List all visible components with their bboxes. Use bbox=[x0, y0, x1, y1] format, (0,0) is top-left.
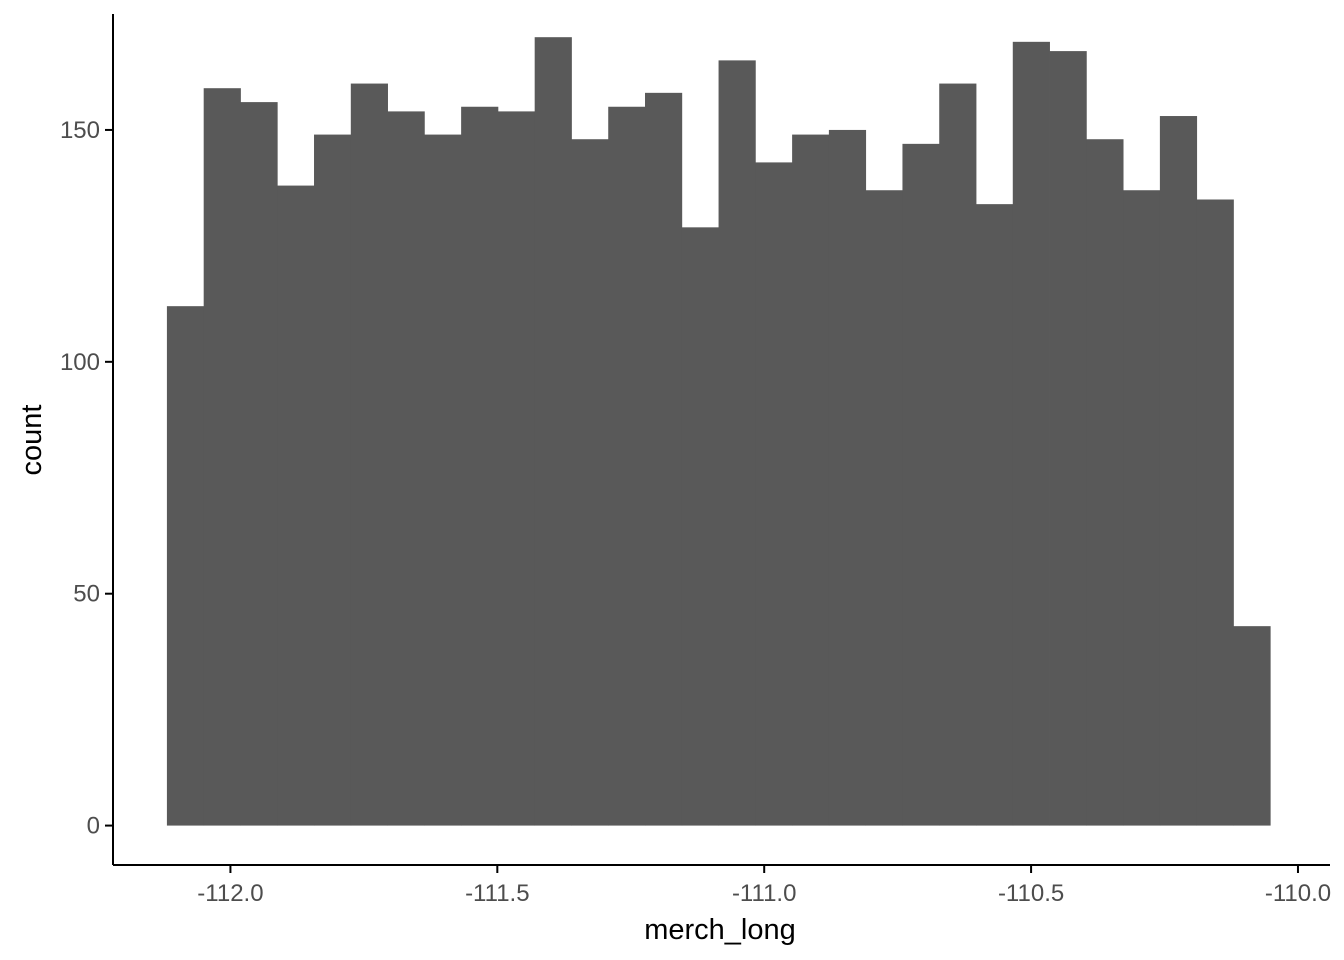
histogram-bar bbox=[571, 139, 609, 826]
histogram-bar bbox=[424, 134, 462, 826]
histogram-bar bbox=[976, 204, 1014, 826]
histogram-bar bbox=[792, 134, 830, 826]
y-tick-label: 50 bbox=[73, 581, 100, 608]
histogram-bars bbox=[166, 37, 1271, 826]
histogram-bar bbox=[350, 83, 388, 826]
histogram-bar bbox=[645, 92, 683, 826]
histogram-bar bbox=[718, 60, 756, 826]
histogram-bar bbox=[203, 88, 241, 826]
histogram-bar bbox=[497, 111, 536, 826]
histogram-bar bbox=[461, 106, 499, 826]
y-tick-label: 0 bbox=[87, 813, 100, 840]
histogram-bar bbox=[865, 190, 903, 826]
histogram-bar bbox=[755, 162, 793, 826]
histogram-bar bbox=[1233, 626, 1271, 826]
x-axis-ticks: -112.0 -111.5 -111.0 -110.5 -110.0 bbox=[197, 865, 1331, 907]
histogram-bar bbox=[314, 134, 352, 826]
histogram-bar bbox=[681, 227, 719, 826]
histogram-bar bbox=[277, 185, 315, 826]
y-tick-label: 150 bbox=[60, 117, 100, 144]
histogram-bar bbox=[1196, 199, 1234, 826]
histogram-bar bbox=[1086, 139, 1124, 826]
y-axis-title: count bbox=[16, 405, 48, 476]
histogram-bar bbox=[608, 106, 646, 826]
y-axis-ticks: 0 50 100 150 bbox=[60, 117, 113, 840]
x-tick-label: -110.5 bbox=[998, 880, 1064, 907]
histogram-bar bbox=[828, 129, 867, 826]
histogram-bar bbox=[534, 37, 572, 826]
x-tick-label: -111.5 bbox=[465, 880, 530, 907]
y-tick-label: 100 bbox=[60, 349, 100, 376]
histogram-bar bbox=[939, 83, 977, 826]
x-tick-label: -111.0 bbox=[732, 880, 797, 907]
histogram-bar bbox=[1159, 116, 1198, 826]
histogram-bar bbox=[166, 306, 205, 826]
histogram-bar bbox=[1012, 41, 1050, 826]
histogram-bar bbox=[1123, 190, 1161, 826]
histogram-bar bbox=[240, 102, 278, 826]
histogram-bar bbox=[1049, 51, 1087, 826]
histogram-bar bbox=[902, 143, 940, 826]
histogram-bar bbox=[387, 111, 425, 826]
x-axis-title: merch_long bbox=[644, 914, 796, 946]
x-tick-label: -110.0 bbox=[1265, 880, 1331, 907]
x-tick-label: -112.0 bbox=[197, 880, 263, 907]
